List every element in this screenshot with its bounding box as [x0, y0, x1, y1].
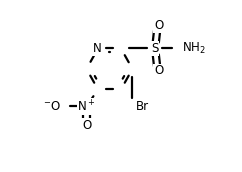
- Text: O: O: [154, 64, 163, 77]
- Text: Br: Br: [136, 100, 149, 113]
- Text: O: O: [154, 19, 163, 33]
- Text: NH$_2$: NH$_2$: [182, 41, 206, 56]
- Text: S: S: [151, 42, 159, 55]
- Text: N$^+$: N$^+$: [77, 99, 96, 114]
- Text: $^{-}$O: $^{-}$O: [44, 100, 61, 113]
- Text: N: N: [93, 42, 101, 55]
- Text: O: O: [82, 119, 91, 132]
